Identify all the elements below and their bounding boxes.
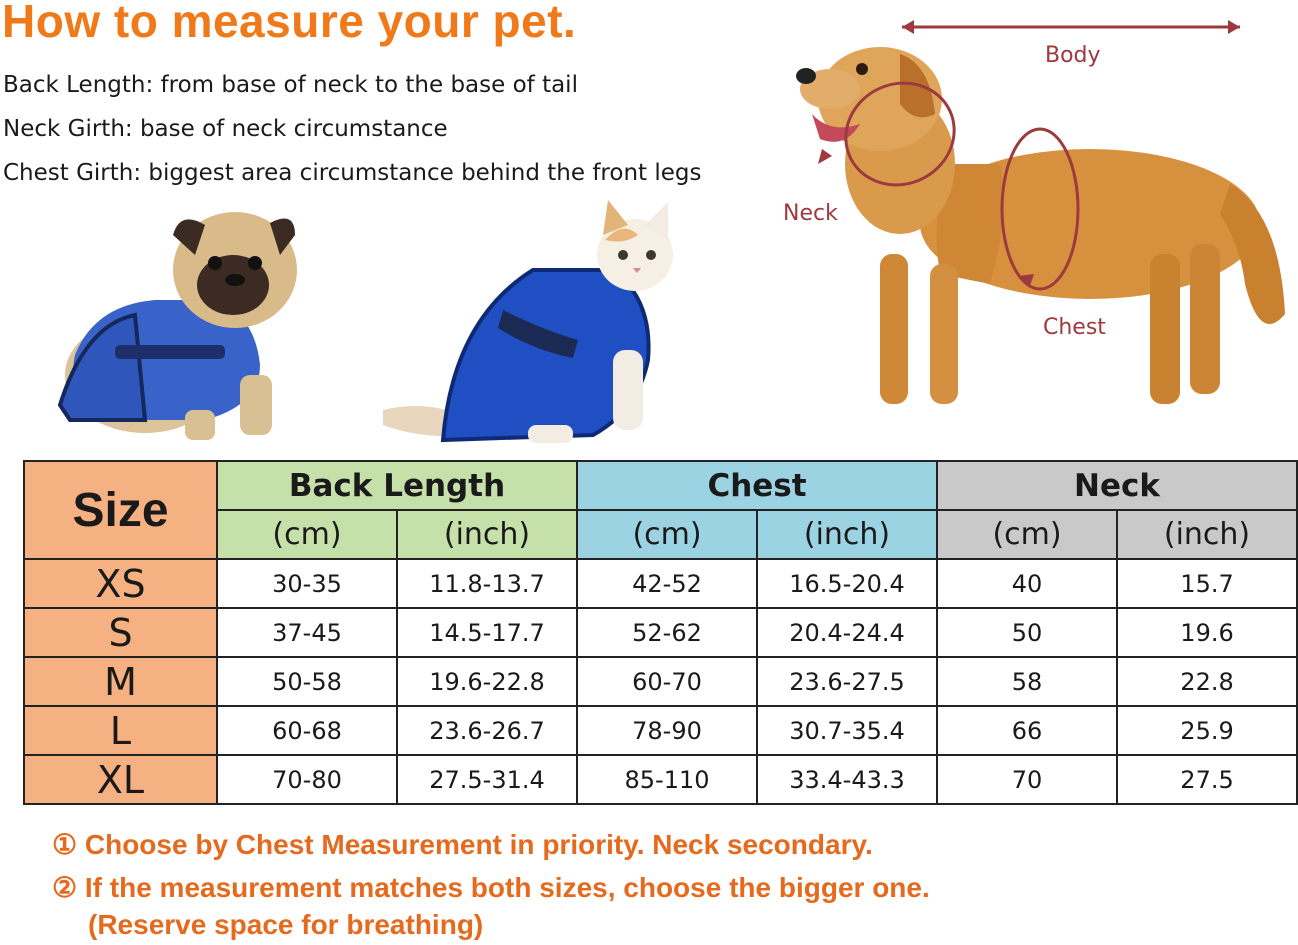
- neck-label: Neck: [783, 201, 838, 226]
- table-row: L 60-68 23.6-26.7 78-90 30.7-35.4 66 25.…: [23, 705, 1298, 756]
- table-cell: 16.5-20.4: [756, 558, 939, 609]
- size-header: Size: [23, 460, 218, 560]
- page-title: How to measure your pet.: [2, 0, 577, 47]
- table-cell: 11.8-13.7: [395, 558, 579, 609]
- table-cell: 19.6-22.8: [395, 656, 579, 707]
- table-cell: 70: [936, 754, 1119, 805]
- table-cell: 42-52: [576, 558, 759, 609]
- unit-header: (cm): [936, 509, 1119, 560]
- table-cell: 19.6: [1116, 607, 1298, 658]
- table-row: S 37-45 14.5-17.7 52-62 20.4-24.4 50 19.…: [23, 607, 1298, 658]
- table-cell: 27.5-31.4: [395, 754, 579, 805]
- size-label: XS: [23, 558, 218, 609]
- table-cell: 85-110: [576, 754, 759, 805]
- table-cell: 20.4-24.4: [756, 607, 939, 658]
- dog-measurement-diagram: [796, 20, 1285, 404]
- table-row: XS 30-35 11.8-13.7 42-52 16.5-20.4 40 15…: [23, 558, 1298, 609]
- size-label: S: [23, 607, 218, 658]
- unit-header: (cm): [576, 509, 759, 560]
- size-chart-table: Size Back Length Chest Neck (cm) (inch) …: [23, 460, 1298, 805]
- size-label: XL: [23, 754, 218, 805]
- size-label: L: [23, 705, 218, 756]
- neck-girth-description: Neck Girth: base of neck circumstance: [3, 116, 448, 142]
- table-cell: 15.7: [1116, 558, 1298, 609]
- unit-header: (cm): [216, 509, 398, 560]
- size-label: M: [23, 656, 218, 707]
- table-cell: 70-80: [216, 754, 398, 805]
- table-cell: 30-35: [216, 558, 398, 609]
- chest-label: Chest: [1043, 315, 1106, 340]
- table-cell: 25.9: [1116, 705, 1298, 756]
- table-cell: 22.8: [1116, 656, 1298, 707]
- table-cell: 58: [936, 656, 1119, 707]
- table-cell: 27.5: [1116, 754, 1298, 805]
- table-row: M 50-58 19.6-22.8 60-70 23.6-27.5 58 22.…: [23, 656, 1298, 707]
- table-cell: 66: [936, 705, 1119, 756]
- chest-girth-description: Chest Girth: biggest area circumstance b…: [3, 160, 702, 186]
- table-cell: 78-90: [576, 705, 759, 756]
- unit-header: (inch): [395, 509, 579, 560]
- table-cell: 60-68: [216, 705, 398, 756]
- table-cell: 23.6-26.7: [395, 705, 579, 756]
- table-cell: 60-70: [576, 656, 759, 707]
- table-cell: 23.6-27.5: [756, 656, 939, 707]
- table-cell: 33.4-43.3: [756, 754, 939, 805]
- chest-header: Chest: [576, 460, 939, 511]
- table-cell: 50-58: [216, 656, 398, 707]
- cat-in-robe-photo: [383, 200, 673, 443]
- body-label: Body: [1045, 43, 1101, 68]
- back-length-header: Back Length: [215, 460, 579, 511]
- table-cell: 52-62: [576, 607, 759, 658]
- back-length-description: Back Length: from base of neck to the ba…: [3, 72, 578, 98]
- table-row: XL 70-80 27.5-31.4 85-110 33.4-43.3 70 2…: [23, 754, 1298, 805]
- unit-header: (inch): [756, 509, 939, 560]
- table-cell: 37-45: [216, 607, 398, 658]
- breathing-note: (Reserve space for breathing): [88, 909, 484, 940]
- unit-header: (inch): [1116, 509, 1298, 560]
- pug-in-robe-photo: [57, 212, 297, 440]
- table-cell: 14.5-17.7: [395, 607, 579, 658]
- table-cell: 50: [936, 607, 1119, 658]
- priority-note: ① Choose by Chest Measurement in priorit…: [52, 829, 873, 860]
- table-cell: 30.7-35.4: [756, 705, 939, 756]
- table-cell: 40: [936, 558, 1119, 609]
- bigger-size-note: ② If the measurement matches both sizes,…: [52, 872, 930, 903]
- neck-header: Neck: [936, 460, 1298, 511]
